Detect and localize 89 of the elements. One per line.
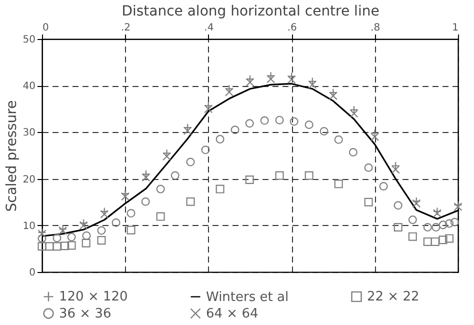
point — [120, 192, 130, 201]
point — [216, 184, 224, 194]
point — [423, 223, 432, 232]
point — [304, 171, 314, 180]
point — [38, 234, 46, 243]
point — [112, 218, 120, 227]
point — [82, 238, 90, 248]
y-tick-label: 20 — [22, 174, 36, 186]
point — [260, 116, 269, 125]
point — [334, 135, 343, 144]
point — [245, 175, 254, 184]
point — [216, 134, 224, 144]
point — [350, 109, 358, 118]
x-tick-label: .6 — [287, 22, 297, 34]
point — [290, 117, 298, 126]
point — [445, 234, 454, 243]
point — [423, 237, 432, 246]
point — [320, 127, 328, 136]
point — [156, 212, 165, 221]
legend-label: 120 × 120 — [59, 290, 128, 305]
point — [394, 223, 402, 232]
legend-label: 22 × 22 — [367, 290, 420, 305]
point — [186, 197, 195, 206]
y-tick-label: 40 — [22, 81, 36, 92]
point — [391, 165, 400, 174]
x-axis-title: Distance along horizontal centre line — [122, 4, 380, 20]
point — [100, 210, 109, 218]
y-tick-label: 0 — [29, 268, 36, 278]
x-tick-label: .2 — [120, 22, 130, 34]
point — [162, 152, 172, 161]
point — [304, 120, 314, 129]
x-tick-label: 0 — [42, 22, 49, 34]
point — [308, 80, 317, 89]
y-axis-title: Scaled pressure — [4, 100, 20, 212]
y-tick-label: 50 — [22, 34, 36, 46]
point — [266, 74, 276, 84]
point — [438, 236, 448, 244]
point — [348, 148, 358, 156]
point — [60, 242, 70, 250]
point — [275, 171, 284, 180]
point — [79, 221, 88, 230]
point — [67, 241, 76, 250]
legend-label: 64 × 64 — [206, 306, 258, 322]
point — [142, 173, 150, 182]
point — [394, 201, 402, 210]
point — [364, 163, 373, 172]
legend-label: 36 × 36 — [59, 306, 112, 322]
point — [408, 216, 417, 224]
point — [141, 197, 150, 206]
point — [328, 92, 338, 100]
point — [82, 231, 91, 240]
point — [412, 199, 421, 208]
x-tick-label: .4 — [204, 22, 214, 34]
point — [201, 146, 210, 154]
point — [224, 88, 234, 96]
point — [245, 119, 254, 128]
point — [170, 171, 180, 180]
y-tick-label: 10 — [22, 220, 36, 232]
point — [230, 126, 240, 134]
point — [97, 236, 106, 245]
y-tick-label: 30 — [22, 128, 36, 139]
point — [52, 242, 62, 251]
point — [67, 232, 76, 242]
point — [287, 75, 296, 84]
point — [186, 158, 195, 166]
point — [450, 218, 459, 226]
point — [156, 184, 165, 194]
point — [204, 104, 213, 114]
point — [97, 226, 106, 235]
point — [126, 226, 136, 234]
point — [52, 234, 62, 242]
x-tick-label: 1 — [452, 22, 458, 34]
point — [432, 223, 440, 232]
point — [275, 116, 284, 124]
point — [379, 182, 388, 191]
point — [45, 242, 54, 251]
point — [126, 209, 136, 218]
point — [445, 219, 454, 228]
point — [432, 209, 442, 218]
point — [38, 242, 46, 251]
point — [364, 198, 373, 206]
point — [334, 180, 343, 188]
point — [438, 220, 448, 230]
point — [408, 232, 417, 241]
x-tick-label: .8 — [370, 22, 380, 34]
legend-label: Winters et al — [206, 290, 289, 305]
point — [183, 126, 192, 136]
point — [370, 132, 380, 142]
point — [430, 237, 440, 246]
